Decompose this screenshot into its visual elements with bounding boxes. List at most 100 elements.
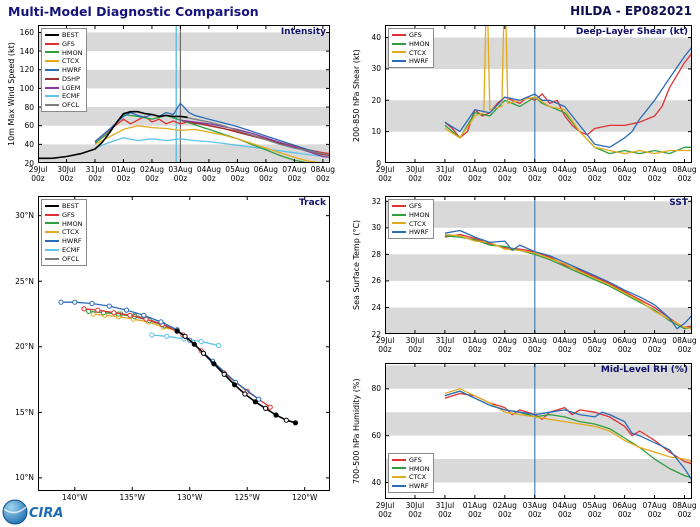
legend-swatch-ecmf [45, 249, 59, 251]
legend-swatch-ctcx [392, 222, 406, 224]
track-marker [222, 372, 226, 376]
legend-item-hwrf: HWRF [45, 66, 82, 74]
legend-label-ctcx: CTCX [409, 473, 426, 481]
legend-item-hmon: HMON [45, 220, 82, 228]
y-tick-label: 140 [8, 47, 34, 56]
x-tick-label: 140°W [58, 493, 92, 502]
legend-swatch-best [45, 34, 59, 36]
legend-label-hmon: HMON [62, 49, 82, 57]
legend-label-gfs: GFS [409, 202, 422, 210]
legend-item-gfs: GFS [392, 202, 429, 210]
y-tick-label: 30 [355, 64, 381, 73]
legend-label-ofcl: OFCL [62, 255, 79, 263]
sst-panel-title: SST [669, 198, 688, 208]
intensity-panel-title: Intensity [281, 27, 326, 37]
track-marker [264, 406, 268, 410]
track-marker [112, 311, 116, 315]
x-tick-label: 130°W [173, 493, 207, 502]
legend-item-gfs: GFS [392, 456, 429, 464]
legend-item-ctcx: CTCX [45, 57, 82, 65]
track-marker [199, 339, 203, 343]
x-tick-label: 125°W [230, 493, 264, 502]
legend-item-gfs: GFS [45, 211, 82, 219]
y-tick-label: 40 [8, 140, 34, 149]
legend-item-gfs: GFS [392, 31, 429, 39]
track-marker [124, 308, 128, 312]
y-tick-label: 30°N [8, 211, 34, 220]
track-marker [107, 304, 111, 308]
track-marker [233, 383, 237, 387]
legend-item-hwrf: HWRF [45, 237, 82, 245]
page-title: Multi-Model Diagnostic Comparison [8, 4, 259, 19]
track-marker [201, 351, 205, 355]
legend-swatch-dshp [45, 78, 59, 80]
rh-panel-title: Mid-Level RH (%) [601, 365, 688, 375]
legend-swatch-ctcx [45, 60, 59, 62]
legend-swatch-best [45, 205, 59, 207]
track-marker [253, 400, 257, 404]
legend-label-gfs: GFS [409, 456, 422, 464]
legend-item-hmon: HMON [392, 465, 429, 473]
legend-item-ctcx: CTCX [392, 220, 429, 228]
series-hwrf [61, 302, 259, 399]
legend-swatch-hwrf [392, 231, 406, 233]
track-marker [90, 301, 94, 305]
track-marker [82, 307, 86, 311]
legend-label-hwrf: HWRF [409, 57, 429, 65]
legend-item-ofcl: OFCL [45, 101, 82, 109]
legend-label-gfs: GFS [409, 31, 422, 39]
y-tick-label: 24 [355, 303, 381, 312]
legend-item-ofcl: OFCL [45, 255, 82, 263]
legend-item-best: BEST [45, 31, 82, 39]
legend-item-hmon: HMON [392, 211, 429, 219]
legend-swatch-gfs [45, 214, 59, 216]
y-tick-label: 28 [355, 250, 381, 259]
legend-item-lgem: LGEM [45, 84, 82, 92]
track-marker [268, 405, 272, 409]
legend-label-hwrf: HWRF [409, 228, 429, 236]
track-marker [165, 334, 169, 338]
storm-title: HILDA - EP082021 [570, 4, 692, 18]
y-tick-label: 40 [355, 478, 381, 487]
y-tick-label: 40 [355, 33, 381, 42]
legend-label-dshp: DSHP [62, 75, 80, 83]
y-tick-label: 20°N [8, 342, 34, 351]
legend-swatch-hwrf [392, 485, 406, 487]
y-tick-label: 80 [8, 103, 34, 112]
legend-swatch-ofcl [45, 258, 59, 260]
track-marker [59, 300, 63, 304]
legend-label-hmon: HMON [62, 220, 82, 228]
track-marker [212, 362, 216, 366]
legend-label-ecmf: ECMF [62, 92, 80, 100]
legend-item-hmon: HMON [392, 40, 429, 48]
legend-swatch-ecmf [45, 95, 59, 97]
legend-swatch-hmon [392, 214, 406, 216]
gray-band [385, 308, 692, 335]
legend-swatch-hwrf [45, 240, 59, 242]
track-marker [73, 300, 77, 304]
legend-item-ecmf: ECMF [45, 93, 82, 101]
